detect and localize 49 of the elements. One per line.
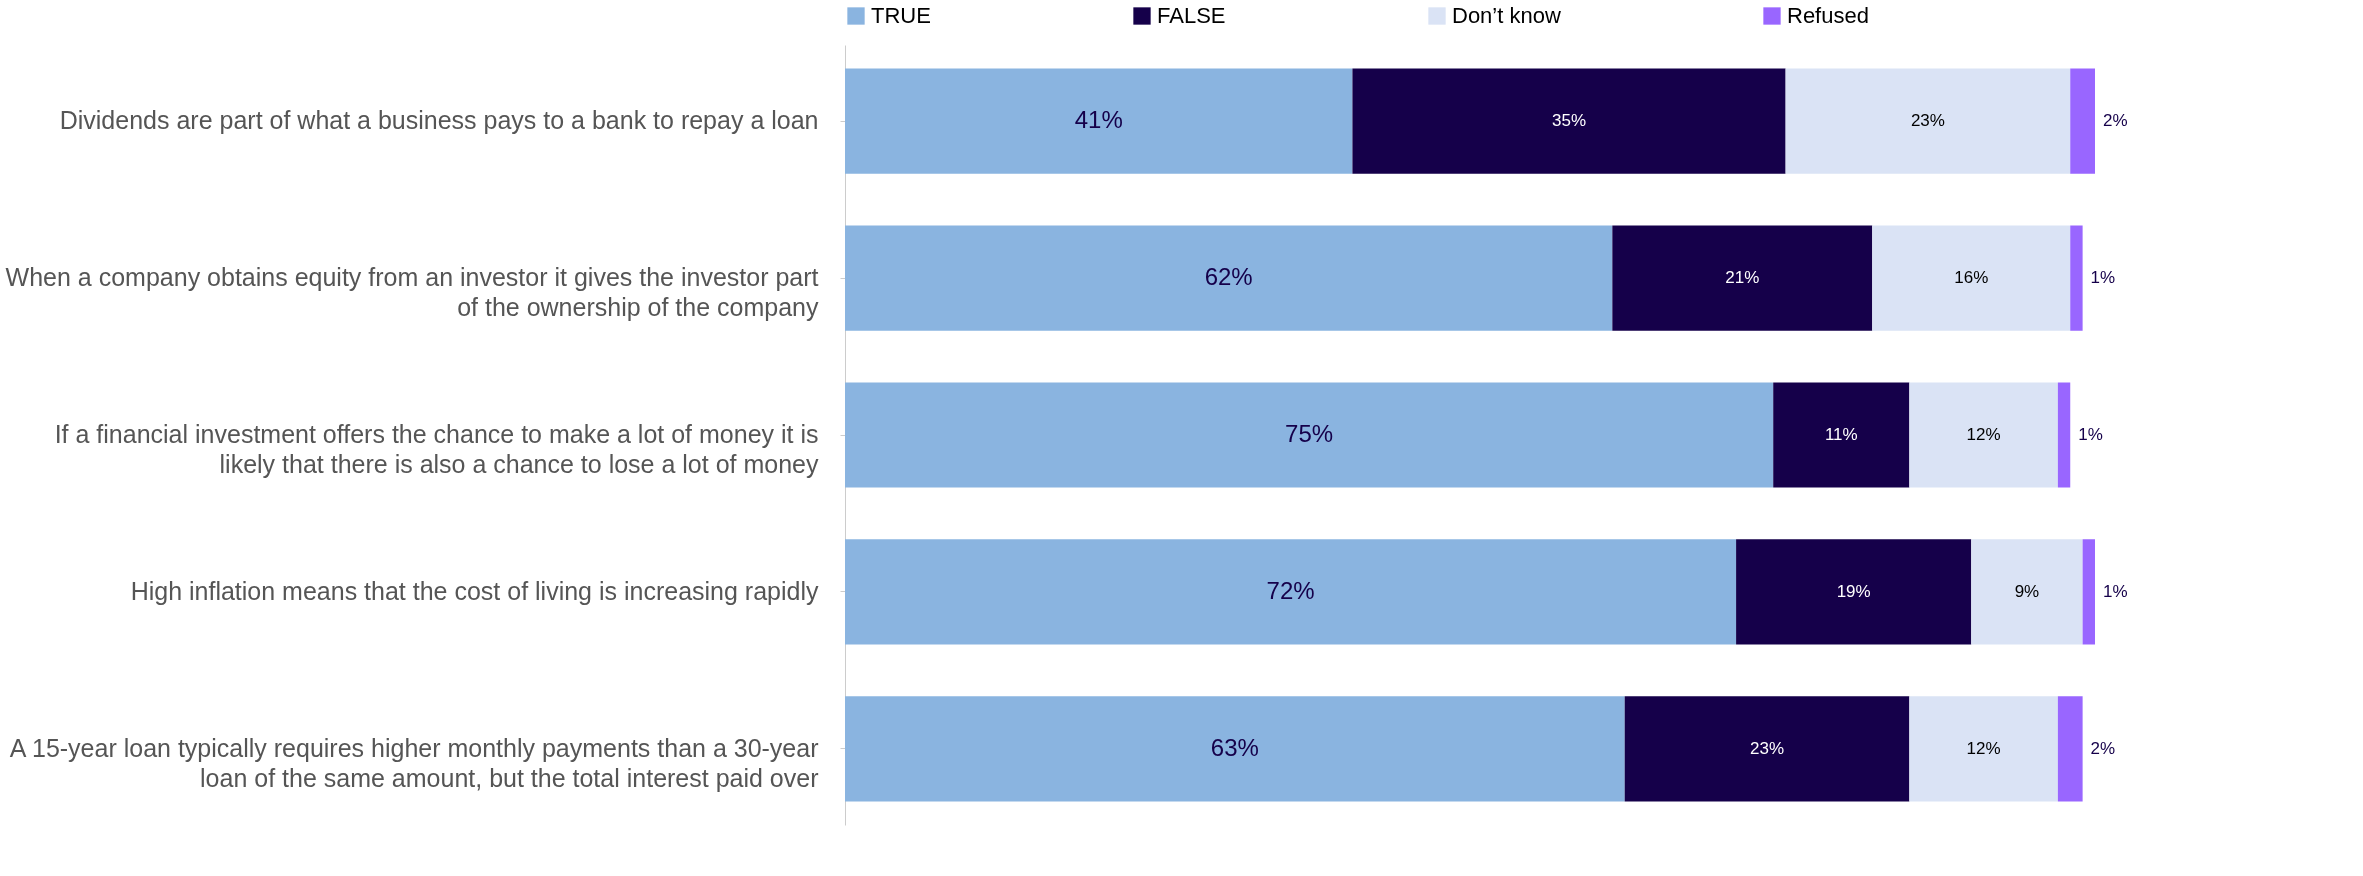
bar — [1612, 225, 1873, 331]
legend-label: FALSE — [1157, 3, 1226, 28]
y-tick-label: A 15-year loan typically requires higher monthly payments than a 30-year loan of the same amount, but the total interest paid over — [9, 733, 819, 792]
bar — [1773, 382, 1910, 488]
bar — [1736, 539, 1972, 645]
data-label: 35% — [1551, 111, 1587, 131]
bar — [1352, 68, 1786, 174]
bar — [845, 539, 1737, 645]
data-label: 1% — [2090, 268, 2116, 288]
bar — [1909, 696, 2058, 802]
bar — [1909, 382, 2058, 488]
y-tick-label: High inflation means that the cost of living is increasing rapidly — [130, 576, 819, 605]
bar — [1624, 696, 1910, 802]
bar — [1971, 539, 2083, 645]
data-label: 1% — [2078, 425, 2103, 444]
data-label: 11% — [1824, 425, 1858, 444]
legend-label: Refused — [1787, 3, 1869, 28]
bar — [2057, 382, 2071, 488]
bar — [2070, 68, 2095, 174]
legend-label: TRUE — [871, 3, 931, 28]
bar — [1785, 68, 2071, 174]
bar — [845, 696, 1625, 802]
data-label: 9% — [2014, 581, 2040, 601]
data-label: 12% — [1966, 738, 2001, 758]
data-label: 41% — [1074, 106, 1123, 134]
bar — [1872, 225, 2071, 331]
data-label: 23% — [1750, 738, 1785, 758]
data-label: 72% — [1266, 576, 1315, 604]
data-label: 62% — [1204, 263, 1253, 291]
data-label: 75% — [1285, 420, 1334, 447]
bar — [845, 68, 1353, 174]
bar — [2057, 696, 2083, 802]
legend-label: Don’t know — [1452, 3, 1561, 28]
data-label: 23% — [1910, 111, 1945, 131]
data-label: 12% — [1966, 425, 2001, 444]
y-tick-label: When a company obtains equity from an investor it gives the investor part of the ownership of the company — [5, 263, 819, 322]
data-label: 16% — [1954, 268, 1989, 288]
y-tick-label: If a financial investment offers the chance to make a lot of money it is likely that there is also a chance to lose a lot of money — [54, 420, 819, 478]
bar — [2070, 225, 2083, 331]
data-label: 2% — [2103, 111, 2128, 131]
data-label: 1% — [2103, 581, 2128, 601]
data-label: 21% — [1725, 268, 1760, 288]
data-label: 19% — [1836, 581, 1871, 601]
data-label: 63% — [1210, 733, 1259, 761]
bar — [845, 225, 1613, 331]
y-tick-label: Dividends are part of what a business pays to a bank to repay a loan — [59, 106, 819, 135]
bar — [845, 382, 1774, 488]
bar — [2082, 539, 2095, 645]
data-label: 2% — [2090, 738, 2116, 758]
